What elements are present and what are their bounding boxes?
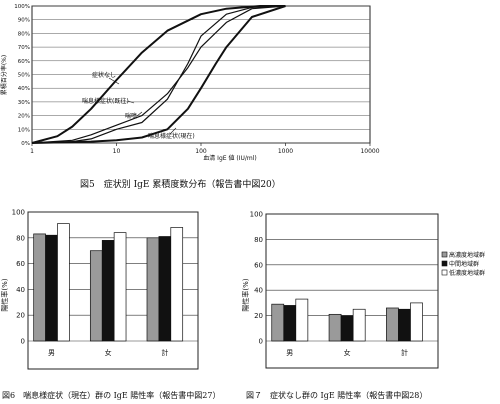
f7-bar <box>386 307 399 342</box>
f7-y-tick: 60 <box>254 261 263 269</box>
fig5-y-tick-labels: 0% 10% 20% 30% 40% 50% 60% 70% 80% 90% 100% <box>14 4 30 147</box>
legend-label-low: 低濃度地域群 <box>449 269 485 277</box>
fig5-y-tick: 30% <box>18 100 30 106</box>
fig5-y-tick: 90% <box>18 18 30 24</box>
fig6-bars <box>33 223 184 342</box>
fig5-y-tick: 100% <box>14 4 30 10</box>
f7-bar <box>271 303 285 342</box>
legend-swatch-low <box>441 269 448 276</box>
f6-bar <box>89 250 103 342</box>
legend-swatch-mid <box>441 260 448 267</box>
fig5-series-line <box>31 5 286 144</box>
f6-bar <box>101 240 115 342</box>
fig5-x-tick: 10 <box>113 148 121 155</box>
legend-label-mid: 中間地域群 <box>449 260 479 268</box>
fig7-y-axis-label: 陽性率(%) <box>241 278 250 311</box>
f6-category-label: 女 <box>105 348 112 357</box>
fig5-y-axis-label: 累積百分率(%) <box>0 55 8 95</box>
f7-bar <box>340 315 354 342</box>
fig6-y-tick-labels: 0 20 40 60 80 100 <box>12 209 25 346</box>
fig6-category-labels: 男女計 <box>48 348 168 357</box>
f6-category-label: 計 <box>161 348 168 357</box>
fig7-bar-chart: 0 20 40 60 80 100 男 女 計 陽性率(%) 高濃度地域群 中間地域群 低濃度… <box>241 211 485 401</box>
f7-y-tick: 80 <box>254 236 263 244</box>
fig5-y-tick: 80% <box>18 31 30 37</box>
f6-y-tick: 20 <box>16 312 25 320</box>
fig5-y-tick: 60% <box>18 59 30 65</box>
fig7-plot-frame <box>265 213 439 369</box>
f6-bar <box>57 223 70 342</box>
f7-bar <box>283 305 297 342</box>
f7-bar <box>295 298 309 342</box>
fig5-y-tick: 10% <box>18 127 30 133</box>
fig5-label-leader <box>108 77 120 85</box>
fig7-y-tick-labels: 0 20 40 60 80 100 <box>250 211 263 346</box>
f7-y-tick: 40 <box>254 287 263 295</box>
f7-bar <box>328 313 342 342</box>
f6-category-label: 男 <box>48 349 55 357</box>
fig5-label-current-asthma: 喘息様症状(現在) <box>148 132 195 140</box>
f7-y-tick: 20 <box>254 312 263 320</box>
fig5-label-leader <box>169 127 177 135</box>
fig5-x-tick: 100 <box>195 148 207 155</box>
f6-y-tick: 100 <box>12 209 25 217</box>
fig5-label-leader <box>136 111 143 117</box>
f7-y-tick: 0 <box>259 338 263 346</box>
legend-swatch-high <box>441 251 448 258</box>
f6-bar <box>170 227 184 342</box>
fig5-y-tick: 0% <box>21 141 30 147</box>
fig7-legend: 高濃度地域群 中間地域群 低濃度地域群 <box>441 251 485 277</box>
f7-bar <box>410 302 423 342</box>
fig5-x-tick-labels: 1 10 100 1000 10000 <box>30 148 380 155</box>
fig5-y-tick: 50% <box>18 73 30 79</box>
fig6-y-axis-label: 陽性率(%) <box>0 278 9 311</box>
fig5-label-leader <box>127 100 135 104</box>
fig5-series-line <box>31 5 286 144</box>
fig5-x-tick: 1000 <box>278 148 293 155</box>
f7-y-tick: 100 <box>250 211 263 219</box>
fig5-y-tick: 20% <box>18 114 30 120</box>
fig5-line-chart: 0% 10% 20% 30% 40% 50% 60% 70% 80% 90% 100% 1 10 100… <box>0 4 380 190</box>
f7-bar <box>352 308 366 342</box>
fig5-y-tick: 40% <box>18 86 30 92</box>
fig5-label-no-symptom: 症状なし <box>92 71 116 79</box>
fig5-x-axis-label: 血清 IgE 値 (IU/ml) <box>203 154 256 162</box>
fig5-gridlines <box>31 5 371 146</box>
f6-y-tick: 40 <box>16 286 25 294</box>
fig5-series-line <box>31 5 286 144</box>
fig5-y-tick: 70% <box>18 45 30 51</box>
fig7-bars <box>271 298 423 342</box>
fig6-caption: 図6 喘息様症状（現在）群の IgE 陽性率（報告書中図27） <box>2 390 220 400</box>
fig7-category-labels: 男女計 <box>286 348 408 357</box>
fig5-x-tick: 1 <box>30 148 34 155</box>
f7-category-label: 計 <box>401 348 408 357</box>
fig5-caption: 図5 症状別 IgE 累積度数分布（報告書中図20） <box>80 178 281 190</box>
f7-bar <box>398 308 411 342</box>
fig5-label-past-asthma: 喘息様症状(既往) <box>82 97 129 105</box>
fig5-label-wheeze: 喘鳴 <box>125 112 137 120</box>
f6-y-tick: 80 <box>16 234 25 242</box>
f6-y-tick: 0 <box>21 338 25 346</box>
f6-bar <box>146 237 160 342</box>
fig5-x-tick: 10000 <box>360 148 379 155</box>
f6-bar <box>45 234 58 342</box>
fig6-bar-chart: 0 20 40 60 80 100 男 女 計 陽性率(%) 図6 喘息様症状（現在）群の I… <box>0 209 220 401</box>
legend-label-high: 高濃度地域群 <box>449 251 485 259</box>
fig5-series-line <box>31 5 286 144</box>
f6-bar <box>158 236 172 342</box>
f7-category-label: 女 <box>344 348 351 357</box>
f6-bar <box>33 233 46 342</box>
f6-y-tick: 60 <box>16 260 25 268</box>
f6-bar <box>113 232 127 342</box>
fig7-caption: 図７ 症状なし群の IgE 陽性率（報告書中図28） <box>246 390 427 400</box>
f7-category-label: 男 <box>286 349 293 357</box>
fig5-series-lines <box>31 5 286 144</box>
